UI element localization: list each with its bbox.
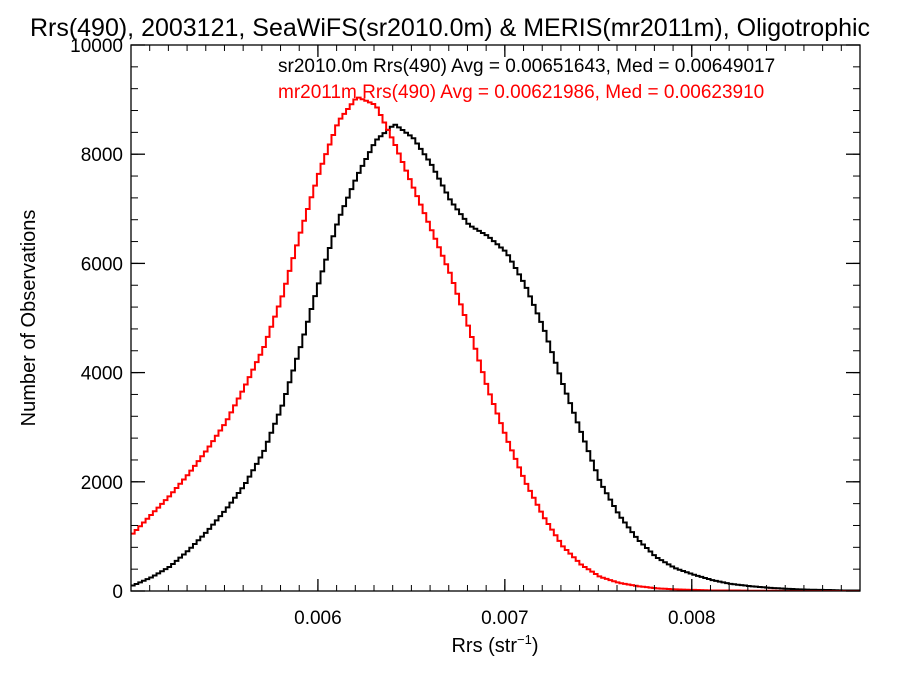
x-axis-label-close: ) — [532, 635, 539, 657]
x-axis-label: Rrs (str−1) — [451, 632, 538, 657]
y-tick-label: 8000 — [81, 145, 123, 166]
series-line-sr2010-0m — [131, 123, 860, 591]
plot-frame — [130, 44, 861, 592]
y-tick-label: 0 — [112, 582, 123, 603]
x-axis-label-base: Rrs (str — [451, 635, 517, 657]
x-tick-label: 0.007 — [481, 608, 529, 629]
chart-title: Rrs(490), 2003121, SeaWiFS(sr2010.0m) & … — [30, 14, 870, 42]
legend-entry-sr2010: sr2010.0m Rrs(490) Avg = 0.00651643, Med… — [278, 56, 775, 77]
x-tick-label: 0.006 — [294, 608, 342, 629]
legend-entry-mr2011: mr2011m Rrs(490) Avg = 0.00621986, Med =… — [278, 82, 764, 103]
series-line-mr2011m — [131, 96, 860, 591]
y-tick-label: 4000 — [81, 364, 123, 385]
y-tick-label: 2000 — [81, 473, 123, 494]
x-tick-label: 0.008 — [668, 608, 716, 629]
y-axis-label: Number of Observations — [18, 210, 40, 427]
y-tick-label: 6000 — [81, 254, 123, 275]
y-tick-label: 10000 — [70, 36, 123, 57]
x-axis-label-exponent: −1 — [517, 632, 532, 647]
